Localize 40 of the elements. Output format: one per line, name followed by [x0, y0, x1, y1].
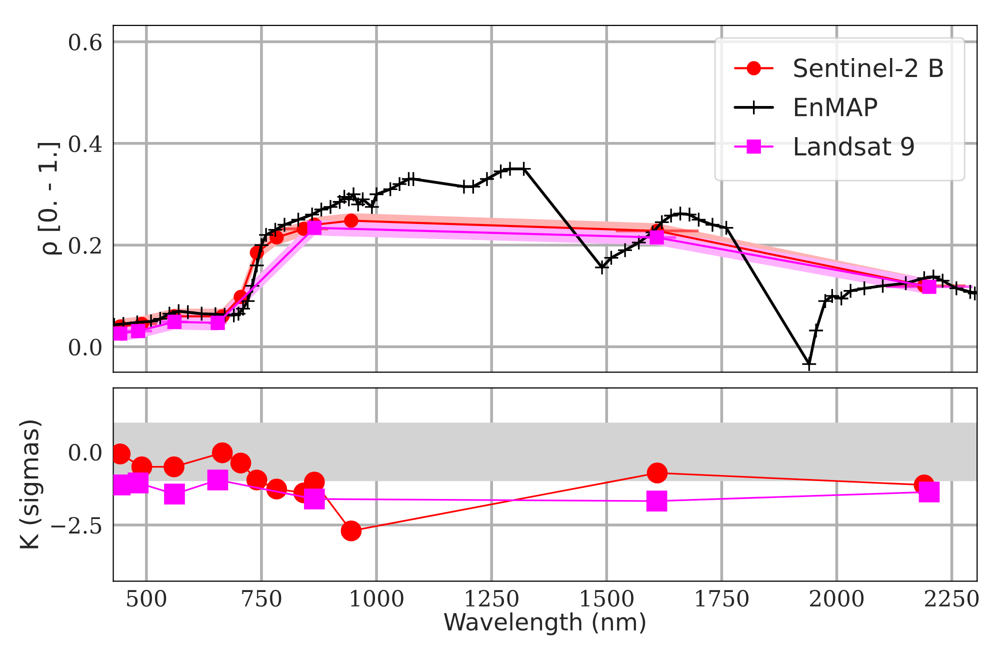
y-axis-title: K (sigmas) — [19, 420, 44, 548]
y-tick-label: −2.5 — [51, 516, 102, 534]
x-axis-title: Wavelength (nm) — [444, 612, 646, 636]
y-tick-label: 0.0 — [68, 338, 102, 356]
point — [131, 324, 146, 338]
point — [304, 488, 325, 510]
y-tick-label: 0.6 — [68, 34, 102, 50]
point — [210, 316, 225, 330]
point — [344, 214, 358, 228]
point — [646, 490, 668, 512]
legend-label: Landsat 9 — [795, 136, 914, 156]
x-tick-label: 1250 — [466, 590, 518, 607]
x-tick-label: 500 — [127, 590, 166, 607]
point — [113, 326, 128, 341]
y-tick-label: 0.4 — [68, 135, 102, 152]
x-tick-label: 2000 — [810, 590, 864, 607]
point — [646, 462, 668, 484]
point — [207, 470, 228, 490]
point — [307, 220, 322, 235]
point — [164, 456, 184, 478]
y-tick-label: 0.2 — [68, 237, 101, 254]
point — [918, 482, 940, 502]
x-tick-label: 1000 — [350, 590, 404, 607]
point — [230, 452, 252, 474]
point — [128, 472, 149, 494]
point — [164, 484, 185, 504]
point — [167, 314, 182, 329]
point — [650, 230, 664, 245]
point — [246, 470, 268, 490]
legend-label: Sentinel-2 B — [794, 58, 943, 78]
x-tick-label: 2250 — [925, 590, 979, 607]
point — [212, 442, 233, 464]
legend-label: EnMAP — [795, 98, 878, 116]
point — [340, 520, 362, 542]
x-tick-label: 1500 — [581, 590, 634, 607]
y-axis-title: ρ [0. - 1.] — [38, 143, 62, 255]
point — [922, 280, 936, 294]
y-tick-label: 0.0 — [68, 444, 102, 461]
x-tick-label: 1750 — [696, 590, 748, 607]
x-tick-label: 750 — [242, 590, 282, 607]
